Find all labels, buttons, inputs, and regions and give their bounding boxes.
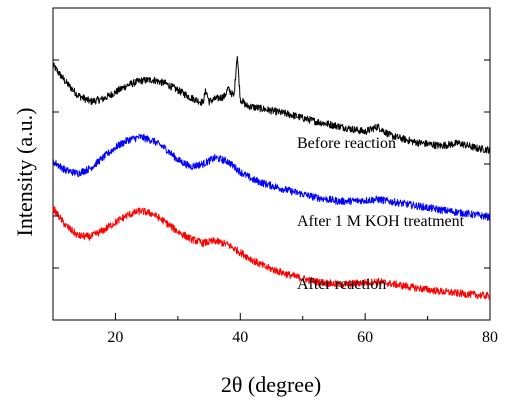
annotation-before-reaction: Before reaction [297,135,396,152]
x-tick-label-20: 20 [107,329,123,346]
x-axis-label: 2θ (degree) [221,372,321,397]
x-tick-label-60: 60 [357,329,373,346]
y-axis-label: Intensity (a.u.) [12,108,37,237]
x-tick-label-40: 40 [232,329,248,346]
annotation-after-reaction: After reaction [297,276,386,293]
series-line-1 [52,133,491,221]
tick-layer: 20 40 60 80 [52,59,498,346]
x-tick-label-80: 80 [482,329,498,346]
series-layer [52,56,491,300]
series-line-0 [52,56,491,154]
series-line-2 [52,205,491,300]
annotation-after-koh: After 1 M KOH treatment [297,213,465,230]
plot-frame [52,7,491,321]
